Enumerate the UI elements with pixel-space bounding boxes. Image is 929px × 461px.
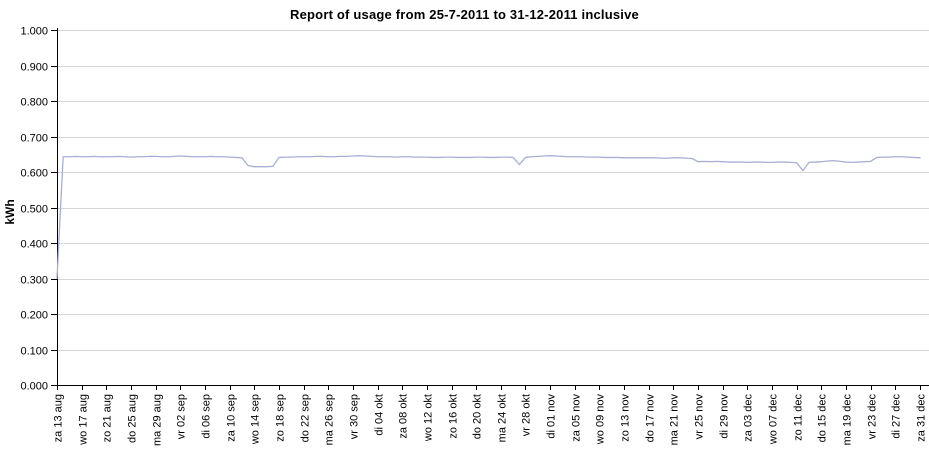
x-tick-label: di 01 nov bbox=[546, 394, 558, 439]
y-axis-title: kWh bbox=[3, 199, 17, 224]
x-tick-label: za 03 dec bbox=[743, 394, 755, 442]
x-tick-label: vr 30 sep bbox=[349, 394, 361, 439]
x-tick-label: di 27 dec bbox=[891, 394, 903, 439]
axes bbox=[51, 28, 929, 390]
x-tick-label: ma 24 okt bbox=[497, 394, 509, 442]
y-tick-label: 1.000 bbox=[20, 26, 48, 38]
y-tick-label: 0.400 bbox=[20, 239, 48, 251]
x-tick-label: za 10 sep bbox=[226, 394, 238, 442]
x-tick-label: wo 17 aug bbox=[78, 394, 90, 446]
y-tick-label: 0.800 bbox=[20, 97, 48, 109]
x-tick-label: zo 18 sep bbox=[275, 394, 287, 442]
x-tick-label: wo 14 sep bbox=[250, 394, 262, 445]
x-tick-label: zo 11 dec bbox=[793, 394, 805, 441]
x-tick-label: zo 21 aug bbox=[102, 394, 114, 442]
x-tick-label: wo 07 dec bbox=[768, 394, 780, 446]
x-tick-label: di 06 sep bbox=[201, 394, 213, 439]
x-tick-label: wo 12 okt bbox=[423, 394, 435, 442]
x-tick-label: do 22 sep bbox=[300, 394, 312, 442]
gridlines bbox=[57, 30, 929, 351]
y-tick-label: 0.000 bbox=[20, 381, 48, 393]
x-tick-label: zo 16 okt bbox=[448, 394, 460, 439]
x-tick-label: ma 21 nov bbox=[669, 394, 681, 446]
x-tick-label: do 15 dec bbox=[817, 394, 829, 443]
y-tick-label: 0.100 bbox=[20, 346, 48, 358]
y-tick-label: 0.600 bbox=[20, 168, 48, 180]
y-tick-label: 0.200 bbox=[20, 310, 48, 322]
x-tick-label: di 29 nov bbox=[719, 394, 731, 439]
x-tick-label: ma 29 aug bbox=[152, 394, 164, 446]
y-tick-label: 0.500 bbox=[20, 204, 48, 216]
x-tick-label: zo 13 nov bbox=[620, 394, 632, 442]
chart-title: Report of usage from 25-7-2011 to 31-12-… bbox=[290, 7, 639, 22]
y-axis-tick-labels: 0.000 0.100 0.200 0.300 0.400 0.500 0.600 0.700… bbox=[20, 26, 48, 393]
y-tick-label: 0.700 bbox=[20, 133, 48, 145]
x-tick-label: za 13 aug bbox=[53, 394, 65, 442]
x-tick-label: vr 02 sep bbox=[176, 394, 188, 439]
x-tick-label: do 20 okt bbox=[472, 394, 484, 439]
x-tick-label: vr 28 okt bbox=[521, 394, 533, 436]
x-tick-label: ma 26 sep bbox=[324, 394, 336, 445]
x-tick-label: za 31 dec bbox=[916, 394, 928, 442]
x-tick-label: ma 19 dec bbox=[842, 394, 854, 446]
x-tick-label: vr 23 dec bbox=[867, 394, 879, 440]
x-tick-label: wo 09 nov bbox=[595, 394, 607, 446]
x-tick-label: do 25 aug bbox=[127, 394, 139, 443]
y-tick-label: 0.300 bbox=[20, 275, 48, 287]
x-tick-label: vr 25 nov bbox=[694, 394, 706, 440]
y-tick-label: 0.900 bbox=[20, 62, 48, 74]
x-tick-label: za 05 nov bbox=[571, 394, 583, 442]
x-axis-tick-labels: za 13 aug wo 17 aug zo 21 aug do 25 aug ma 2… bbox=[53, 394, 928, 446]
x-tick-label: do 17 nov bbox=[645, 394, 657, 443]
x-tick-label: di 04 okt bbox=[374, 394, 386, 436]
x-tick-label: za 08 okt bbox=[398, 394, 410, 439]
usage-line bbox=[56, 155, 921, 280]
usage-line-series bbox=[56, 155, 921, 280]
